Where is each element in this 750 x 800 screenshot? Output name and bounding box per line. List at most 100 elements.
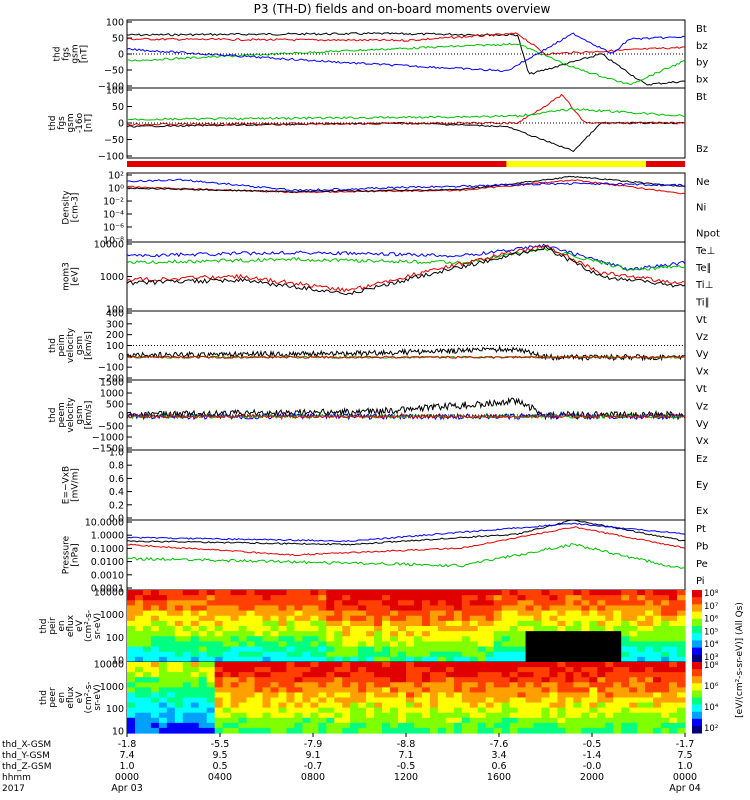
spectrogram-cell	[190, 590, 200, 596]
y-axis-label: mom3	[62, 262, 72, 291]
spectrogram-cell	[182, 615, 192, 622]
spectrogram-cell	[517, 692, 527, 699]
spectrogram-cell	[406, 626, 415, 632]
spectrogram-cell	[294, 677, 303, 683]
spectrogram-cell	[597, 605, 606, 612]
spectrogram-cell	[390, 590, 399, 596]
spectrogram-cell	[246, 600, 256, 607]
spectrogram-cell	[429, 662, 439, 668]
spectrogram-cell	[358, 651, 367, 658]
spectrogram-cell	[501, 687, 511, 694]
spectrogram-cell	[286, 631, 295, 637]
spectrogram-cell	[182, 662, 192, 668]
spectrogram-cell	[334, 727, 343, 734]
spectrogram-cell	[493, 722, 503, 729]
spectrogram-cell	[645, 662, 654, 668]
spectrogram-cell	[198, 672, 208, 678]
spectrogram-cell	[278, 620, 288, 627]
spectrogram-cell	[621, 590, 630, 596]
spectrogram-cell	[127, 722, 136, 729]
spectrogram-cell	[669, 646, 678, 653]
spectrogram-cell	[493, 677, 503, 683]
spectrogram-cell	[565, 722, 574, 729]
colorbar-swatch	[692, 611, 702, 616]
spectrogram-cell	[573, 631, 582, 637]
spectrogram-cell	[477, 605, 487, 612]
spectrogram-cell	[142, 610, 152, 617]
spectrogram-cell	[533, 692, 543, 699]
spectrogram-cell	[429, 590, 439, 596]
spectrogram-cell	[445, 717, 455, 724]
x-tick-label: -1.8	[118, 739, 137, 750]
spectrogram-cell	[549, 712, 559, 719]
y-tick-label: 0	[118, 50, 124, 61]
spectrogram-cell	[278, 687, 288, 694]
x-row-label: thd_X-GSM	[2, 740, 51, 750]
spectrogram-cell	[350, 662, 359, 668]
spectrogram-cell	[469, 672, 479, 678]
legend-vy: Vy	[696, 419, 709, 430]
x-tick-label: -7.6	[490, 739, 509, 750]
spectrogram-cell	[134, 692, 144, 699]
y-axis-label: [km/s]	[84, 331, 94, 360]
spectrogram-cell	[142, 631, 152, 637]
spectrogram-cell	[286, 717, 295, 724]
spectrogram-cell	[453, 697, 463, 704]
spectrogram-cell	[382, 697, 391, 704]
spectrogram-cell	[485, 656, 495, 663]
spectrogram-cell	[469, 722, 479, 729]
spectrogram-cell	[158, 656, 168, 663]
spectrogram-cell	[525, 692, 535, 699]
spectrogram-cell	[469, 687, 479, 694]
spectrogram-cell	[310, 590, 319, 596]
spectrogram-cell	[485, 590, 495, 596]
spectrogram-cell	[190, 717, 200, 724]
spectrogram-cell	[262, 722, 272, 729]
spectrogram-cell	[310, 712, 319, 719]
y-axis-label: fgs	[57, 116, 67, 130]
spectrogram-cell	[390, 605, 399, 612]
spectrogram-cell	[509, 605, 519, 612]
spectrogram-cell	[294, 595, 303, 601]
spectrogram-cell	[413, 626, 423, 632]
spectrogram-cell	[374, 672, 383, 678]
spectrogram-cell	[517, 641, 527, 648]
spectrogram-cell	[350, 697, 359, 704]
spectrogram-cell	[661, 610, 670, 617]
spectrogram-cell	[589, 626, 598, 632]
spectrogram-cell	[390, 672, 399, 678]
spectrogram-cell	[382, 595, 391, 601]
spectrogram-cell	[621, 651, 630, 658]
mode-segment	[127, 161, 507, 167]
spectrogram-cell	[142, 697, 152, 704]
spectrogram-cell	[485, 615, 495, 622]
spectrogram-cell	[445, 707, 455, 714]
spectrogram-cell	[342, 712, 351, 719]
spectrogram-cell	[127, 615, 136, 622]
spectrogram-cell	[645, 722, 654, 729]
spectrogram-cell	[605, 590, 614, 596]
spectrogram-cell	[302, 620, 311, 627]
spectrogram-cell	[533, 590, 543, 596]
spectrogram-cell	[437, 605, 447, 612]
spectrogram-cell	[230, 626, 240, 632]
spectrogram-cell	[669, 590, 678, 596]
spectrogram-cell	[198, 605, 208, 612]
spectrogram-cell	[669, 620, 678, 627]
spectrogram-cell	[589, 620, 598, 627]
spectrogram-cell	[533, 667, 543, 673]
spectrogram-cell	[302, 626, 311, 632]
spectrogram-cell	[645, 590, 654, 596]
spectrogram-cell	[573, 626, 582, 632]
spectrogram-cell	[661, 620, 670, 627]
spectrogram-cell	[350, 702, 359, 709]
spectrogram-cell	[270, 702, 280, 709]
spectrogram-cell	[390, 631, 399, 637]
y-tick-label: 10⁻⁴	[103, 210, 124, 221]
spectrogram-cell	[174, 656, 184, 663]
spectrogram-cell	[525, 682, 535, 688]
spectrogram-cell	[326, 727, 335, 734]
spectrogram-cell	[390, 677, 399, 683]
spectrogram-cell	[413, 636, 423, 643]
spectrogram-cell	[294, 702, 303, 709]
